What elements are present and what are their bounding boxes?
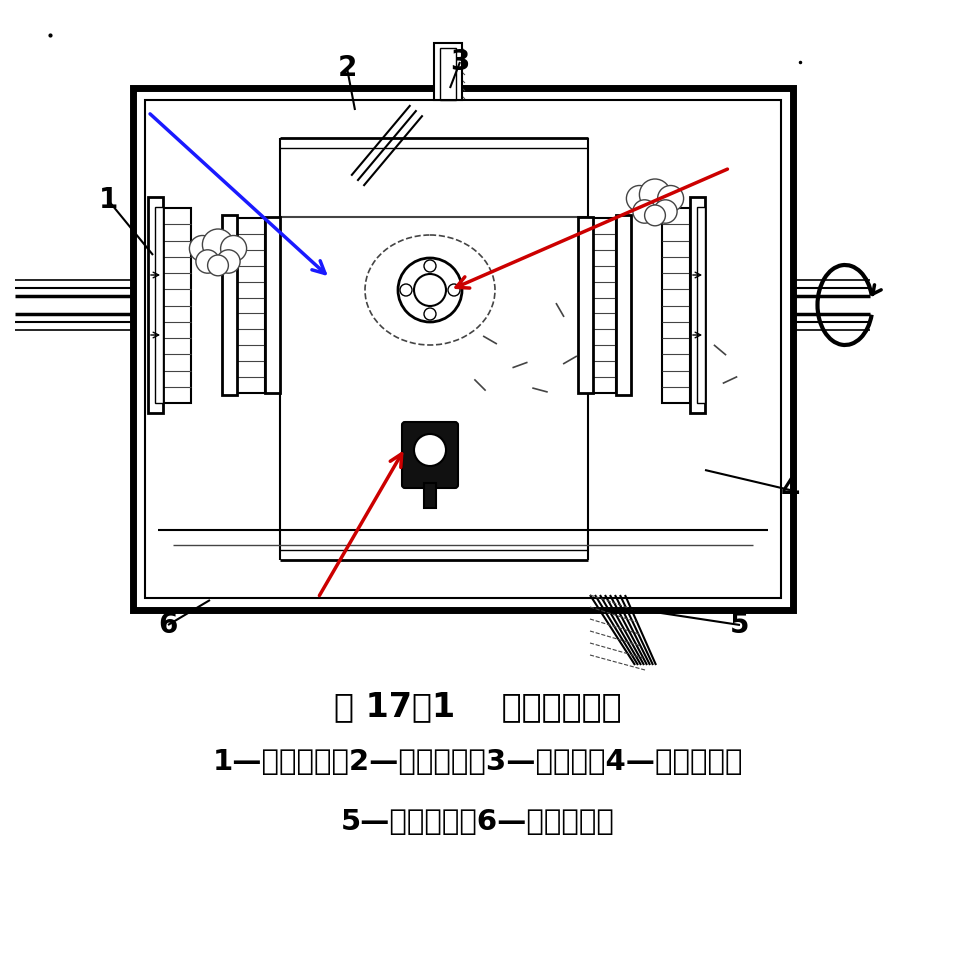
- Circle shape: [657, 185, 683, 211]
- Circle shape: [424, 308, 436, 320]
- Text: 2: 2: [337, 54, 357, 82]
- FancyBboxPatch shape: [402, 422, 458, 488]
- Bar: [237, 218, 265, 393]
- Circle shape: [639, 179, 671, 210]
- Circle shape: [216, 250, 240, 273]
- Text: 1—密封空气；2—滑油喷嘴；3—通风管；4—滑油密封；: 1—密封空气；2—滑油喷嘴；3—通风管；4—滑油密封；: [212, 748, 744, 776]
- Bar: [163, 208, 191, 403]
- Circle shape: [414, 434, 446, 466]
- Circle shape: [414, 274, 446, 306]
- Bar: [690, 197, 705, 413]
- Circle shape: [400, 284, 412, 296]
- Circle shape: [633, 200, 657, 223]
- Bar: [578, 217, 593, 393]
- Bar: [222, 215, 237, 395]
- Circle shape: [208, 255, 229, 276]
- Text: 图 17－1    轴承腔示意图: 图 17－1 轴承腔示意图: [334, 690, 622, 723]
- Bar: [434, 43, 462, 100]
- Text: 5: 5: [730, 611, 749, 639]
- Bar: [424, 483, 436, 508]
- Text: 3: 3: [451, 48, 470, 76]
- Text: 5—滑油回油；6—漏油排出孔: 5—滑油回油；6—漏油排出孔: [341, 808, 615, 836]
- Circle shape: [189, 235, 215, 262]
- Text: 6: 6: [158, 611, 178, 639]
- Circle shape: [202, 229, 234, 261]
- Bar: [265, 217, 280, 393]
- Circle shape: [196, 250, 219, 273]
- Bar: [662, 208, 690, 403]
- Circle shape: [398, 258, 462, 322]
- Circle shape: [424, 260, 436, 272]
- Text: 1: 1: [99, 186, 118, 214]
- Bar: [145, 100, 781, 598]
- Bar: [616, 215, 631, 395]
- Circle shape: [645, 205, 665, 226]
- Circle shape: [221, 235, 247, 262]
- Bar: [697, 207, 705, 403]
- Bar: [588, 218, 616, 393]
- Bar: [133, 88, 793, 610]
- Bar: [155, 207, 163, 403]
- Circle shape: [654, 200, 678, 223]
- Circle shape: [448, 284, 460, 296]
- Bar: [440, 48, 456, 100]
- Text: 4: 4: [780, 476, 800, 504]
- Circle shape: [627, 185, 653, 211]
- Bar: [148, 197, 163, 413]
